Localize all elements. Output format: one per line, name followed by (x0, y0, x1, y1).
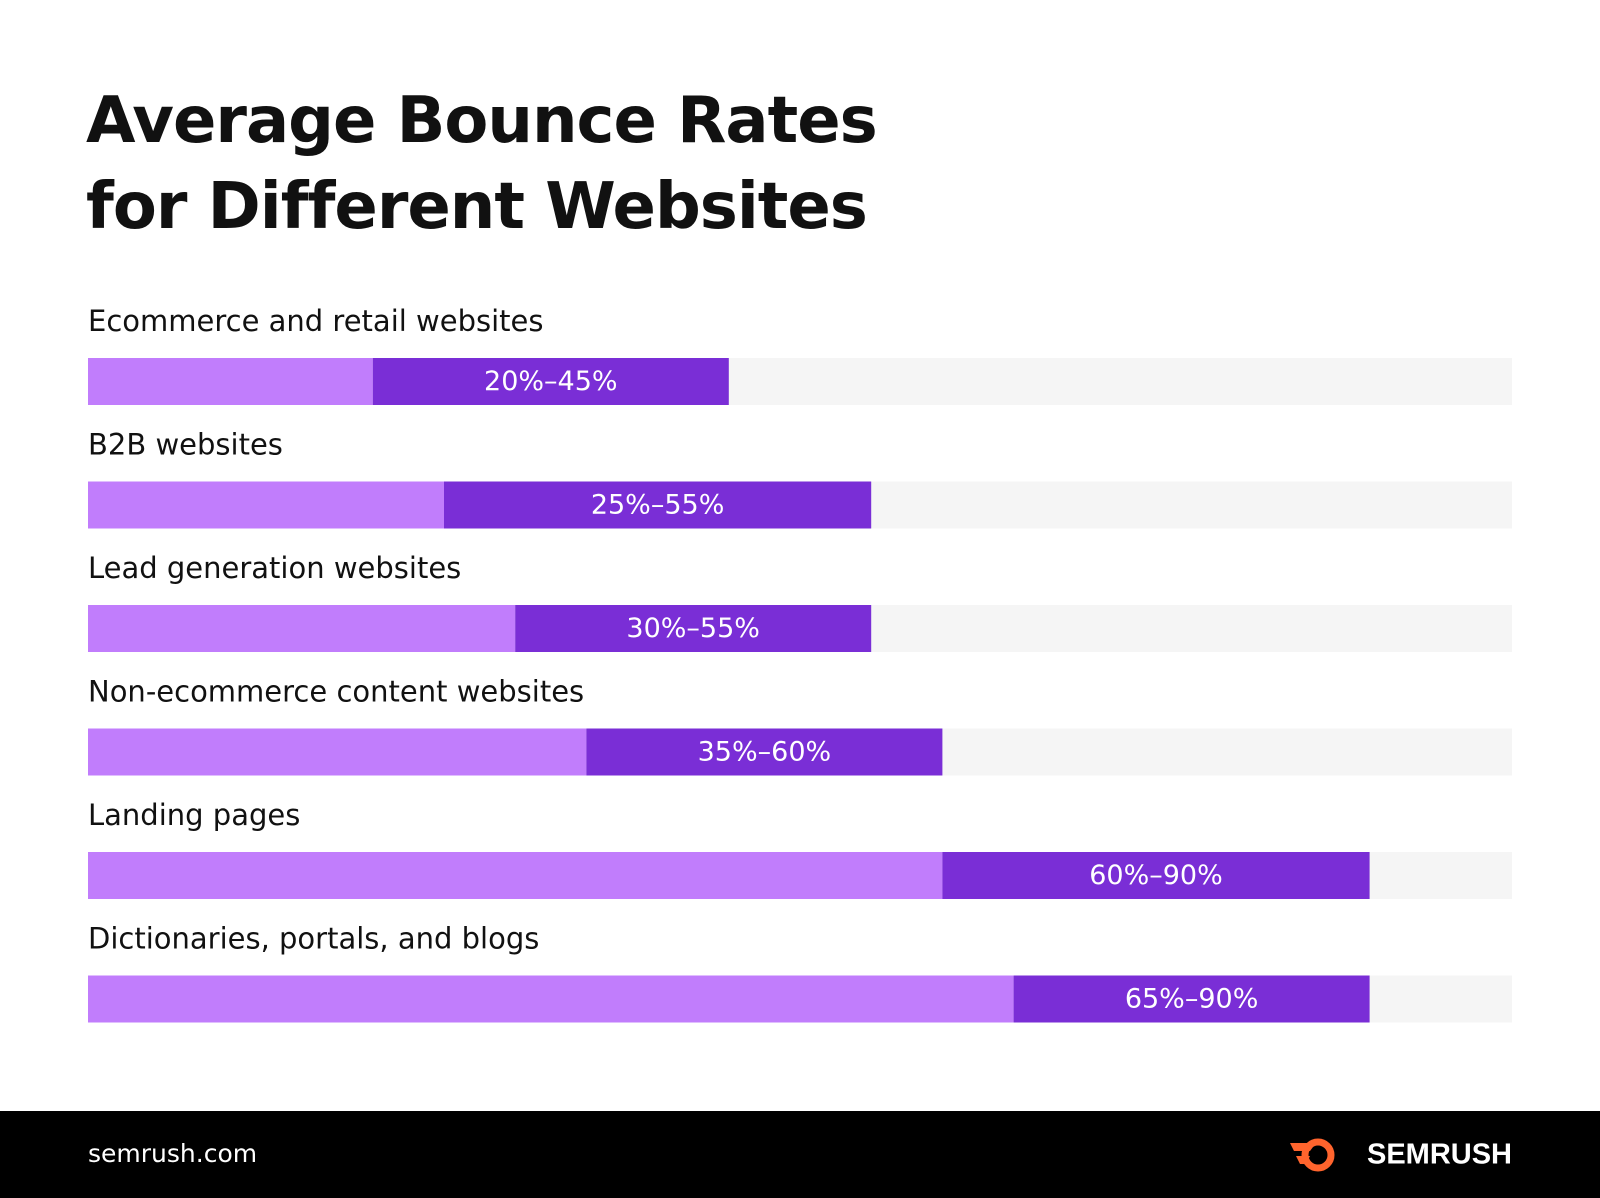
category-label: Ecommerce and retail websites (88, 304, 543, 338)
value-label: 25%–55% (591, 490, 725, 521)
footer-brand: SEMRUSH (1367, 1139, 1512, 1171)
footer-site: semrush.com (88, 1139, 257, 1168)
category-label: Landing pages (88, 798, 300, 832)
value-label: 35%–60% (698, 737, 832, 768)
bar-range (1013, 975, 1370, 1023)
category-label: Dictionaries, portals, and blogs (88, 922, 539, 956)
value-label: 65%–90% (1125, 984, 1259, 1015)
bar-range (586, 728, 943, 776)
bar-low (88, 728, 587, 776)
chart-title: Average Bounce Rates for Different Websi… (86, 84, 878, 244)
category-label: Lead generation websites (88, 551, 461, 585)
bar-low (88, 975, 1014, 1023)
bar-low (88, 605, 516, 652)
bar-range (515, 605, 872, 652)
value-label: 60%–90% (1089, 860, 1223, 891)
bar-low (88, 358, 373, 405)
category-label: B2B websites (88, 428, 283, 462)
bar-low (88, 481, 444, 529)
value-label: 20%–45% (484, 366, 618, 397)
bar-range (444, 481, 872, 529)
value-label: 30%–55% (626, 613, 760, 644)
bar-low (88, 852, 943, 899)
bar-range (372, 358, 729, 405)
category-label: Non-ecommerce content websites (88, 675, 584, 709)
brand-logo-icon (1290, 1138, 1335, 1172)
bar-range (942, 852, 1370, 899)
